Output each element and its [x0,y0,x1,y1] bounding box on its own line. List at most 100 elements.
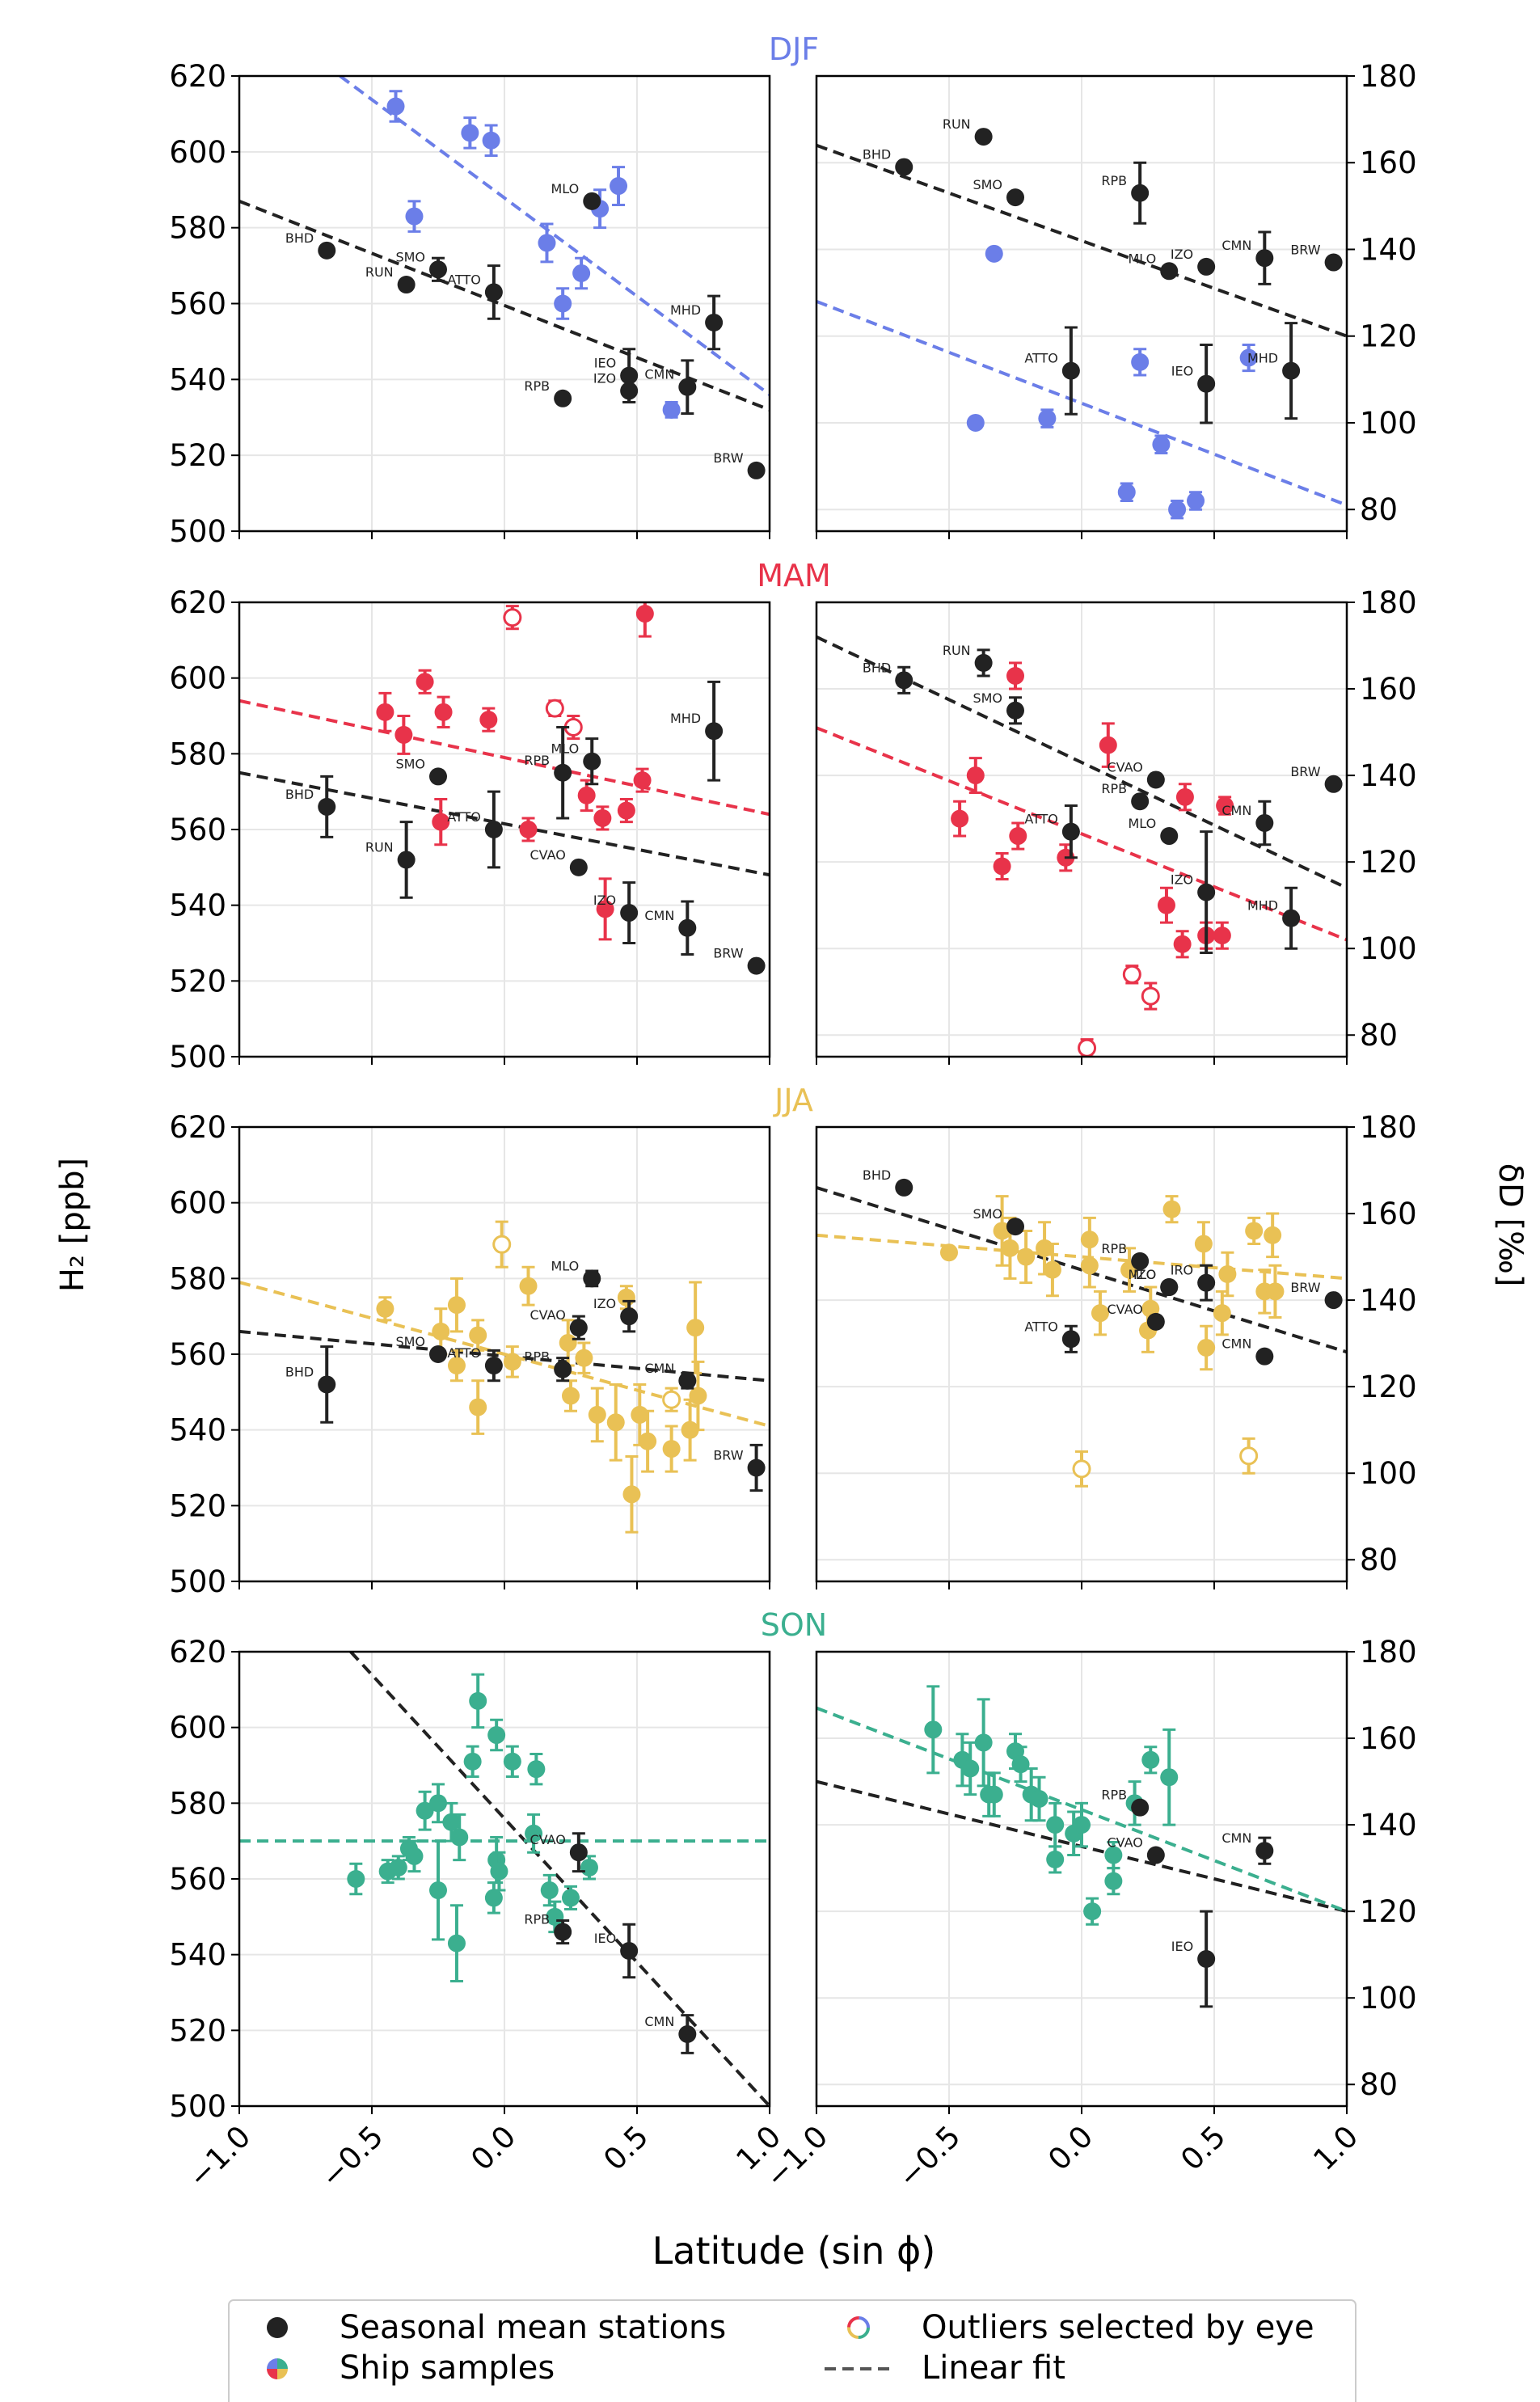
ship-sample-point [985,1785,1003,1804]
ship-sample-point [635,605,654,623]
ship-sample-point [559,1333,577,1352]
season-title: MAM [757,558,831,593]
panel-frame [238,1125,771,1583]
ship-sample-point [450,1828,469,1847]
station-point [1146,770,1165,789]
station-point [620,382,639,400]
ship-sample-point [416,673,434,691]
station-label: CVAO [530,847,565,863]
station-label: BHD [863,147,891,163]
station-label: ATTO [447,809,481,825]
station-point [747,1459,766,1477]
ship-sample-point [1036,1239,1054,1257]
y-label-left: H₂ [ppb] [54,1158,91,1292]
ship-sample-point [1009,827,1027,846]
fit-line-stations [816,1186,1347,1354]
y-tick-label: 620 [169,59,226,94]
ship-sample-point [538,234,556,252]
fit-line-ships [239,699,770,817]
ship-sample-point [681,1421,699,1439]
station-point [1255,1842,1274,1860]
y-tick-label: 160 [1360,1721,1417,1756]
station-point [747,461,766,479]
y-tick-label: 100 [1360,1981,1417,2016]
ship-sample-point [484,1889,503,1907]
y-tick-label: 100 [1360,931,1417,966]
y-tick-label: 580 [169,1261,226,1296]
ship-sample-point [389,1858,407,1876]
y-tick-label: 600 [169,1711,226,1746]
panel-plot-area [816,128,1347,520]
x-tick-label: 1.0 [1306,2119,1365,2177]
station-point [1006,188,1024,207]
ship-sample-point [639,1432,657,1450]
outlier-point [1122,965,1141,984]
ship-sample-point [1218,1264,1237,1283]
ship-sample-point [1080,1231,1099,1249]
fit-line-ships [816,726,1347,942]
station-label: SMO [395,756,425,771]
ship-sample-point [633,771,652,790]
station-label: CVAO [1107,1302,1142,1317]
panel-mam-h2: 500 520 540 560 580 600 620 MAM BHD RUN SMO ATTO RPB… [169,558,830,1074]
ship-sample-point [1160,1768,1179,1787]
station-point [554,1360,572,1378]
station-label: CMN [644,367,674,382]
station-point [583,1269,601,1288]
station-point [1146,1846,1165,1864]
y-tick-label: 520 [169,964,226,998]
ship-sample-point [1264,1226,1282,1244]
ship-sample-point [1213,1304,1231,1323]
panel-djf-dd: 80 100 120 140 160 180 BHD RUN SMO ATTO RPB MLO IZO I… [815,59,1417,539]
ship-sample-point [1157,896,1175,914]
y-tick-label: 500 [169,1040,226,1074]
ship-sample-point [519,1277,538,1295]
station-point [1131,792,1150,811]
station-label: MLO [551,741,579,757]
station-label: CVAO [530,1832,565,1847]
x-tick-label: −1.0 [181,2119,257,2195]
station-point [895,671,913,690]
station-label: IEO [594,356,616,371]
station-label: SMO [973,690,1002,706]
outlier-point [492,1235,512,1254]
ship-sample-point [1162,1200,1181,1218]
y-tick-label: 140 [1360,758,1417,793]
ship-sample-point [631,1405,649,1424]
ship-sample-point [1083,1902,1102,1921]
fit-line-ships [339,76,770,396]
panel-plot-area [816,635,1347,1057]
panel-mam-dd: 80 100 120 140 160 180 BHD RUN SMO CVAO RPB ATTO MLO… [815,585,1417,1065]
outlier-point [662,1390,681,1409]
station-label: IEO [1171,1939,1193,1954]
y-tick-label: 160 [1360,146,1417,180]
ship-sample-point [961,1759,980,1778]
ship-sample-point [429,1794,447,1813]
ship-sample-point [386,97,405,116]
fit-line-stations [239,199,770,412]
y-tick-label: 180 [1360,1635,1417,1670]
ship-sample-point [347,1870,365,1888]
panel-frame [815,74,1348,533]
ship-sample-point [1104,1872,1123,1890]
ship-sample-point [1099,736,1117,754]
station-label: RUN [365,264,394,280]
outlier-point [1239,1446,1259,1466]
y-tick-label: 540 [169,1413,226,1448]
station-point [1160,827,1179,846]
panel-plot-area [239,76,770,479]
ship-sample-point [540,1881,559,1900]
station-label: SMO [973,177,1002,192]
ship-sample-point [1213,927,1231,945]
ship-sample-point [1006,666,1024,685]
station-point [1197,257,1216,276]
ship-sample-point [416,1801,434,1820]
station-point [1282,909,1301,927]
y-tick-label: 600 [169,661,226,696]
y-tick-label: 520 [169,2013,226,2048]
y-tick-label: 160 [1360,1197,1417,1231]
station-label: MLO [551,181,579,196]
fit-line-ships [239,1281,770,1428]
ship-sample-point [1245,1222,1264,1240]
station-label: ATTO [1024,351,1058,366]
